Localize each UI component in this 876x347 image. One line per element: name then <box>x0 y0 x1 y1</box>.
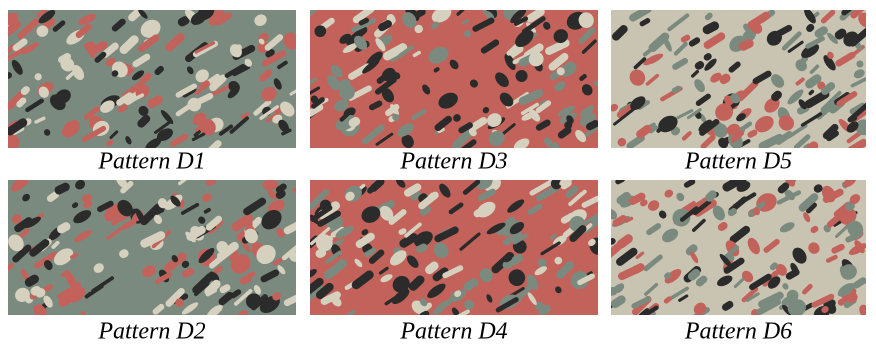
panel-caption: Pattern D6 <box>684 319 792 345</box>
pattern-panel <box>3 172 308 321</box>
panel-caption: Pattern D4 <box>399 319 507 345</box>
pattern-panel <box>300 172 608 320</box>
panel-caption: Pattern D2 <box>97 319 205 345</box>
pattern-panel <box>600 172 874 323</box>
figure: Pattern D1 Pattern D3 Pattern D5 Pattern D2… <box>0 0 876 347</box>
pattern-panel <box>0 0 302 155</box>
panel-caption: Pattern D5 <box>684 149 792 175</box>
pattern-panel <box>303 1 603 156</box>
panel-caption: Pattern D3 <box>399 149 507 175</box>
panel-caption: Pattern D1 <box>97 149 205 175</box>
pattern-panel <box>608 1 876 156</box>
